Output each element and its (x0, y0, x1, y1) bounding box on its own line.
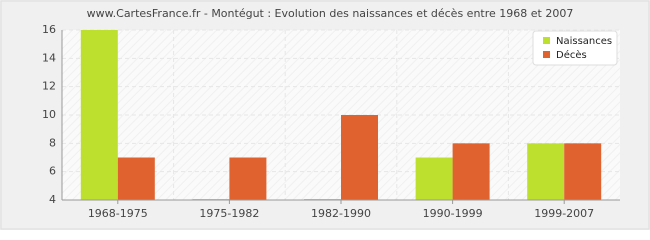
bar (527, 143, 565, 200)
legend-label: Naissances (556, 36, 612, 47)
legend-swatch (543, 51, 550, 58)
legend-label: Décès (556, 49, 587, 61)
y-tick-label: 12 (42, 80, 56, 93)
x-tick-label: 1968-1975 (88, 207, 148, 220)
x-tick-label: 1975-1982 (199, 207, 259, 220)
y-tick-label: 4 (49, 193, 56, 206)
y-tick-label: 8 (49, 136, 56, 149)
x-tick-label: 1982-1990 (311, 207, 371, 220)
x-tick-label: 1999-2007 (534, 207, 594, 220)
bar (117, 157, 155, 200)
bar (452, 143, 490, 200)
chart-title: www.CartesFrance.fr - Montégut : Evoluti… (87, 7, 574, 20)
bar (229, 157, 267, 200)
x-tick-label: 1990-1999 (423, 207, 483, 220)
y-tick-label: 6 (49, 165, 56, 178)
frame (0, 0, 650, 230)
bar (341, 115, 378, 200)
y-tick-label: 16 (42, 23, 56, 36)
legend-box (532, 30, 618, 66)
legend-swatch (543, 37, 550, 44)
bar (80, 30, 118, 200)
bar (564, 143, 602, 200)
page: {"chart_data": {"type": "bar", "title": … (0, 0, 650, 230)
y-tick-label: 10 (42, 108, 56, 121)
y-tick-label: 14 (42, 51, 56, 64)
chart: www.CartesFrance.fr - Montégut : Evoluti… (0, 0, 650, 230)
bar (415, 157, 453, 200)
